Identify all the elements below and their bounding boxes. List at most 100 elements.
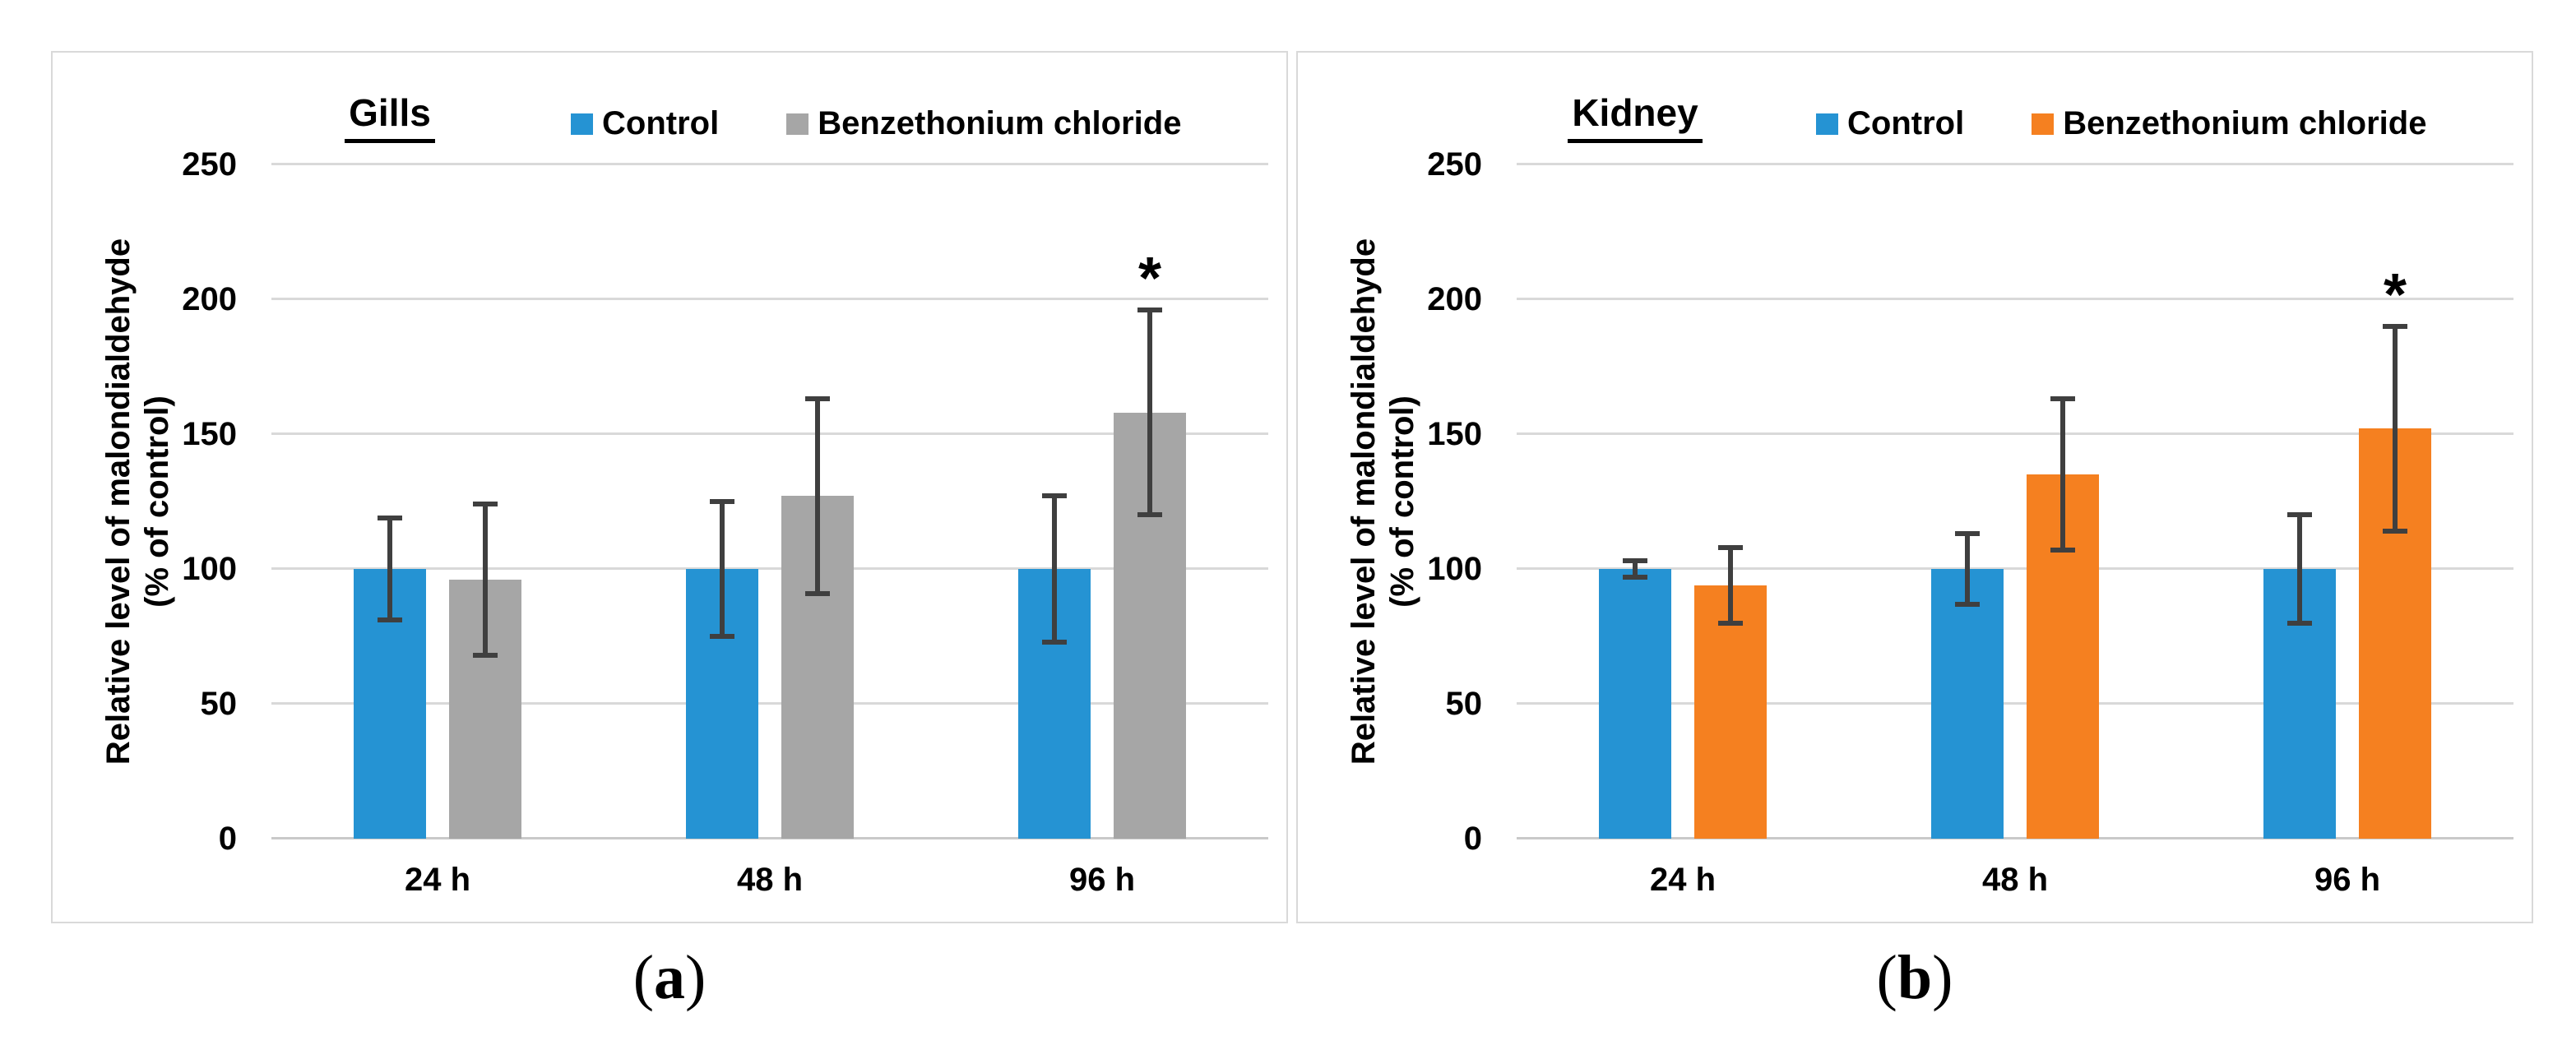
error-cap-bottom-benzethonium-chloride-96-h [1137,512,1162,518]
legend-swatch-control-icon [1816,113,1838,135]
x-tick-label-24-h: 24 h [1649,862,1717,898]
x-tick-label-96-h: 96 h [2314,862,2381,898]
bar-control-48-h [1931,569,2004,839]
error-cap-bottom-benzethonium-chloride-24-h [473,652,498,658]
legend-label-benzethonium: Benzethonium chloride [2063,105,2427,141]
legend-item-control: Control [571,105,719,142]
error-cap-bottom-benzethonium-chloride-96-h [2383,529,2407,534]
gridline-100 [1517,567,2513,570]
error-bar-control-24-h [1633,561,1638,577]
y-tick-label-150: 150 [182,416,237,452]
legend-label-control: Control [1847,105,1965,141]
y-axis-ticks: 0 50 100 150 200 250 [1298,146,1483,857]
error-cap-bottom-benzethonium-chloride-24-h [1718,620,1743,626]
error-bar-control-48-h [1965,534,1970,604]
caption-b-open-paren: ( [1876,943,1897,1012]
panel-gills: Gills Control Benzethonium chloride Rela… [51,51,1288,923]
legend-label-control: Control [602,105,720,141]
error-cap-top-control-48-h [710,499,734,504]
y-tick-label-0: 0 [218,821,237,857]
error-bar-benzethonium-chloride-48-h [2060,399,2065,551]
error-bar-benzethonium-chloride-96-h [2393,326,2398,532]
legend-kidney: Control Benzethonium chloride [1816,105,2426,142]
error-cap-top-benzethonium-chloride-48-h [2050,396,2075,402]
error-cap-bottom-control-48-h [710,634,734,639]
gridline-0 [271,837,1268,839]
error-cap-top-control-24-h [1623,558,1647,564]
error-cap-top-control-96-h [1042,493,1067,499]
x-tick-label-48-h: 48 h [1981,862,2049,898]
bar-control-24-h [1599,569,1671,839]
gridline-250 [1517,163,2513,165]
error-cap-top-control-48-h [1955,531,1980,537]
plot-area-gills: 24 h 48 h 96 h * [271,163,1268,898]
error-bar-control-96-h [2297,515,2302,623]
x-tick-label-48-h: 48 h [736,862,804,898]
error-cap-top-benzethonium-chloride-96-h [2383,323,2407,329]
error-cap-bottom-control-96-h [1042,639,1067,645]
legend-gills: Control Benzethonium chloride [571,105,1181,142]
caption-b: (b) [1296,942,2533,1014]
error-cap-bottom-control-48-h [1955,601,1980,607]
bar-benzethonium-chloride-24-h [1694,585,1767,839]
error-cap-bottom-control-24-h [1623,574,1647,580]
error-bar-benzethonium-chloride-96-h [1147,310,1152,516]
gridline-150 [1517,432,2513,435]
y-tick-label-150: 150 [1427,416,1482,452]
y-tick-label-0: 0 [1463,821,1482,857]
error-cap-top-benzethonium-chloride-24-h [1718,544,1743,550]
legend-item-benzethonium-chloride: Benzethonium chloride [2032,105,2426,142]
error-bar-benzethonium-chloride-24-h [1728,547,1733,623]
y-tick-label-250: 250 [1427,146,1482,183]
significance-star: * [2383,261,2407,328]
y-tick-label-100: 100 [182,551,237,587]
chart-title-text: Kidney [1568,90,1703,143]
error-cap-top-benzethonium-chloride-96-h [1137,308,1162,313]
y-tick-label-200: 200 [1427,281,1482,317]
caption-b-letter: b [1897,943,1933,1012]
chart-title-kidney: Kidney [1528,90,1742,143]
error-bar-control-24-h [387,517,392,621]
caption-a-open-paren: ( [632,943,654,1012]
gridline-200 [271,298,1268,300]
error-cap-bottom-control-96-h [2287,620,2312,626]
error-cap-bottom-benzethonium-chloride-48-h [2050,548,2075,553]
gridline-50 [1517,702,2513,705]
y-tick-label-250: 250 [182,146,237,183]
chart-title-gills: Gills [283,90,497,143]
legend-item-control: Control [1816,105,1964,142]
x-tick-label-96-h: 96 h [1068,862,1136,898]
error-bar-benzethonium-chloride-48-h [815,399,820,594]
gridline-150 [271,432,1268,435]
gridline-250 [271,163,1268,165]
y-tick-label-50: 50 [1445,686,1483,722]
error-cap-bottom-control-24-h [378,617,402,623]
x-tick-label-24-h: 24 h [404,862,471,898]
legend-label-benzethonium: Benzethonium chloride [818,105,1182,141]
y-tick-label-50: 50 [200,686,238,722]
error-bar-control-48-h [720,502,725,636]
gridline-0 [1517,837,2513,839]
legend-item-benzethonium-chloride: Benzethonium chloride [786,105,1181,142]
gridline-100 [271,567,1268,570]
legend-swatch-benzethonium-icon [786,113,809,135]
error-cap-top-control-24-h [378,515,402,520]
y-tick-label-200: 200 [182,281,237,317]
plot-area-kidney: 24 h 48 h 96 h * [1517,163,2513,898]
caption-a: (a) [51,942,1288,1014]
gridline-200 [1517,298,2513,300]
error-cap-top-control-96-h [2287,512,2312,518]
y-tick-label-100: 100 [1427,551,1482,587]
error-bar-benzethonium-chloride-24-h [483,504,488,655]
caption-a-close-paren: ) [685,943,707,1012]
y-axis-ticks: 0 50 100 150 200 250 [53,146,238,857]
legend-swatch-control-icon [571,113,593,135]
gridline-50 [271,702,1268,705]
error-cap-top-benzethonium-chloride-48-h [805,396,830,402]
caption-b-close-paren: ) [1932,943,1953,1012]
caption-a-letter: a [654,943,685,1012]
legend-swatch-benzethonium-icon [2032,113,2055,135]
chart-title-text: Gills [345,90,435,143]
error-bar-control-96-h [1052,496,1057,642]
